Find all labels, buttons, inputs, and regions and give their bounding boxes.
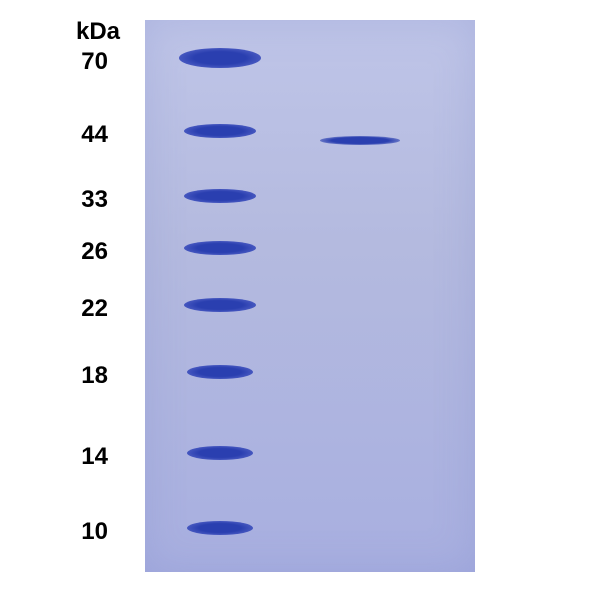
mw-label-44: 44 [53, 121, 108, 149]
ladder-band-14 [187, 446, 253, 460]
mw-label-14: 14 [53, 443, 108, 471]
mw-label-10: 10 [53, 518, 108, 546]
mw-label-33: 33 [53, 186, 108, 214]
ladder-band-10 [187, 521, 253, 535]
unit-label: kDa [60, 18, 120, 46]
gel-background [145, 20, 475, 572]
mw-label-22: 22 [53, 295, 108, 323]
ladder-band-70 [179, 48, 261, 68]
ladder-band-18 [187, 365, 253, 379]
ladder-band-22 [184, 298, 256, 312]
mw-label-18: 18 [53, 362, 108, 390]
gel-figure: kDa 70 44 33 26 22 18 14 10 [0, 0, 600, 600]
mw-label-26: 26 [53, 238, 108, 266]
ladder-band-26 [184, 241, 256, 255]
sample-band [320, 136, 400, 145]
mw-label-70: 70 [53, 48, 108, 76]
ladder-band-33 [184, 189, 256, 203]
ladder-band-44 [184, 124, 256, 138]
